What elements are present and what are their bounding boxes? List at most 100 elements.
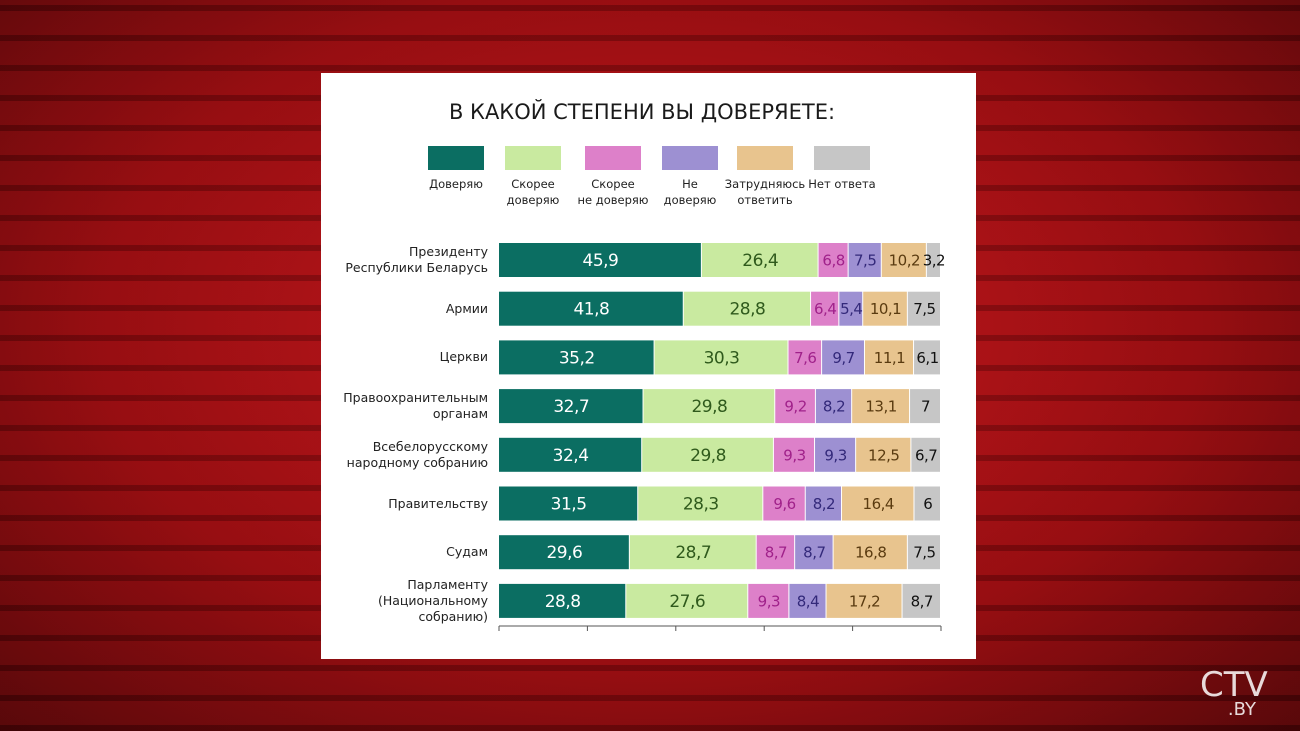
value-label: 11,1: [874, 349, 905, 367]
logo-main: CTV: [1200, 665, 1268, 705]
bar-segment: [629, 535, 756, 570]
value-label: 35,2: [559, 348, 595, 368]
value-label: 6,8: [822, 252, 844, 270]
category-label: Правительству: [388, 495, 488, 511]
value-label: 32,7: [553, 397, 589, 417]
value-label: 28,7: [675, 543, 711, 563]
bar-segment: [811, 291, 839, 326]
value-label: 27,6: [669, 592, 705, 612]
value-label: 8,7: [911, 592, 933, 610]
legend-swatch: [814, 146, 870, 170]
value-label: 7: [921, 398, 930, 416]
value-label: 13,1: [865, 398, 896, 416]
bar-segment: [910, 389, 940, 424]
value-label: 29,8: [690, 446, 726, 466]
value-label: 8,2: [813, 495, 835, 513]
bar-segment: [902, 583, 940, 618]
value-label: 10,2: [889, 252, 920, 270]
bar-segment: [864, 340, 914, 375]
category-label: Церкви: [439, 349, 488, 365]
legend-swatch: [585, 146, 641, 170]
bar-segment: [815, 437, 856, 472]
bar-segment: [841, 486, 914, 521]
value-label: 6: [923, 495, 932, 513]
bar-segment: [499, 437, 642, 472]
category-label: Судам: [446, 544, 488, 560]
category-label: Всебелорусскому народному собранию: [346, 438, 488, 470]
bar-segment: [818, 243, 848, 277]
bar-segment: [499, 340, 654, 375]
bar-segment: [748, 583, 789, 618]
value-label: 31,5: [551, 495, 587, 515]
value-label: 30,3: [704, 348, 740, 368]
legend-swatch: [737, 146, 793, 170]
bar-segment: [795, 535, 833, 570]
bar-segment: [863, 291, 907, 326]
bar-segment: [907, 535, 940, 570]
value-label: 6,7: [915, 446, 937, 464]
value-label: 9,2: [784, 398, 806, 416]
legend-label: Скорее доверяю: [506, 177, 560, 207]
bar-segment: [499, 583, 626, 618]
bar-segment: [499, 389, 643, 424]
value-label: 9,6: [773, 495, 795, 513]
value-label: 8,7: [803, 544, 825, 562]
value-label: 28,8: [545, 592, 581, 612]
bar-segment: [914, 486, 940, 521]
legend-swatch: [662, 146, 718, 170]
bar-segment: [773, 437, 815, 472]
value-label: 9,3: [783, 446, 805, 464]
bar-segment: [815, 389, 852, 424]
value-label: 12,5: [868, 446, 899, 464]
legend-label: Нет ответа: [808, 177, 876, 191]
value-label: 29,8: [691, 397, 727, 417]
bar-segment: [852, 389, 910, 424]
bar-segment: [822, 340, 864, 375]
bar-segment: [499, 291, 683, 326]
bar-segment: [499, 243, 701, 277]
value-label: 26,4: [742, 251, 778, 271]
value-label: 45,9: [583, 251, 619, 271]
legend-label: Доверяю: [429, 177, 483, 191]
value-label: 9,3: [758, 592, 780, 610]
value-label: 9,7: [832, 349, 854, 367]
bar-segment: [805, 486, 841, 521]
bar-segment: [756, 535, 795, 570]
bar-segment: [907, 291, 940, 326]
value-label: 28,8: [729, 300, 765, 320]
value-label: 8,2: [823, 398, 845, 416]
legend-label: Не доверяю: [663, 177, 717, 207]
value-label: 16,4: [863, 495, 894, 513]
value-label: 17,2: [849, 592, 880, 610]
value-label: 6,1: [916, 349, 938, 367]
value-label: 7,5: [913, 544, 935, 562]
bar-segment: [833, 535, 907, 570]
value-label: 29,6: [546, 543, 582, 563]
value-label: 7,6: [794, 349, 816, 367]
bar-segment: [826, 583, 902, 618]
value-label: 41,8: [573, 300, 609, 320]
legend-swatch: [428, 146, 484, 170]
bar-segment: [642, 437, 773, 472]
bar-segment: [643, 389, 775, 424]
value-label: 7,5: [854, 252, 876, 270]
category-label: Правоохранительным органам: [343, 390, 488, 422]
bar-segment: [856, 437, 911, 472]
value-label: 28,3: [683, 495, 719, 515]
bar-segment: [911, 437, 940, 472]
bar-segment: [789, 583, 826, 618]
bar-segment: [788, 340, 822, 375]
bar-segment: [626, 583, 748, 618]
bar-segment: [926, 243, 940, 277]
value-label: 6,4: [814, 300, 836, 318]
value-label: 7,5: [913, 300, 935, 318]
chart-title: В КАКОЙ СТЕПЕНИ ВЫ ДОВЕРЯЕТЕ:: [449, 99, 835, 124]
legend-label: Скорее не доверяю: [577, 177, 649, 207]
bar-segment: [638, 486, 763, 521]
bar-segment: [499, 486, 638, 521]
value-label: 3,2: [923, 252, 945, 270]
bar-segment: [499, 535, 629, 570]
value-label: 10,1: [870, 300, 901, 318]
